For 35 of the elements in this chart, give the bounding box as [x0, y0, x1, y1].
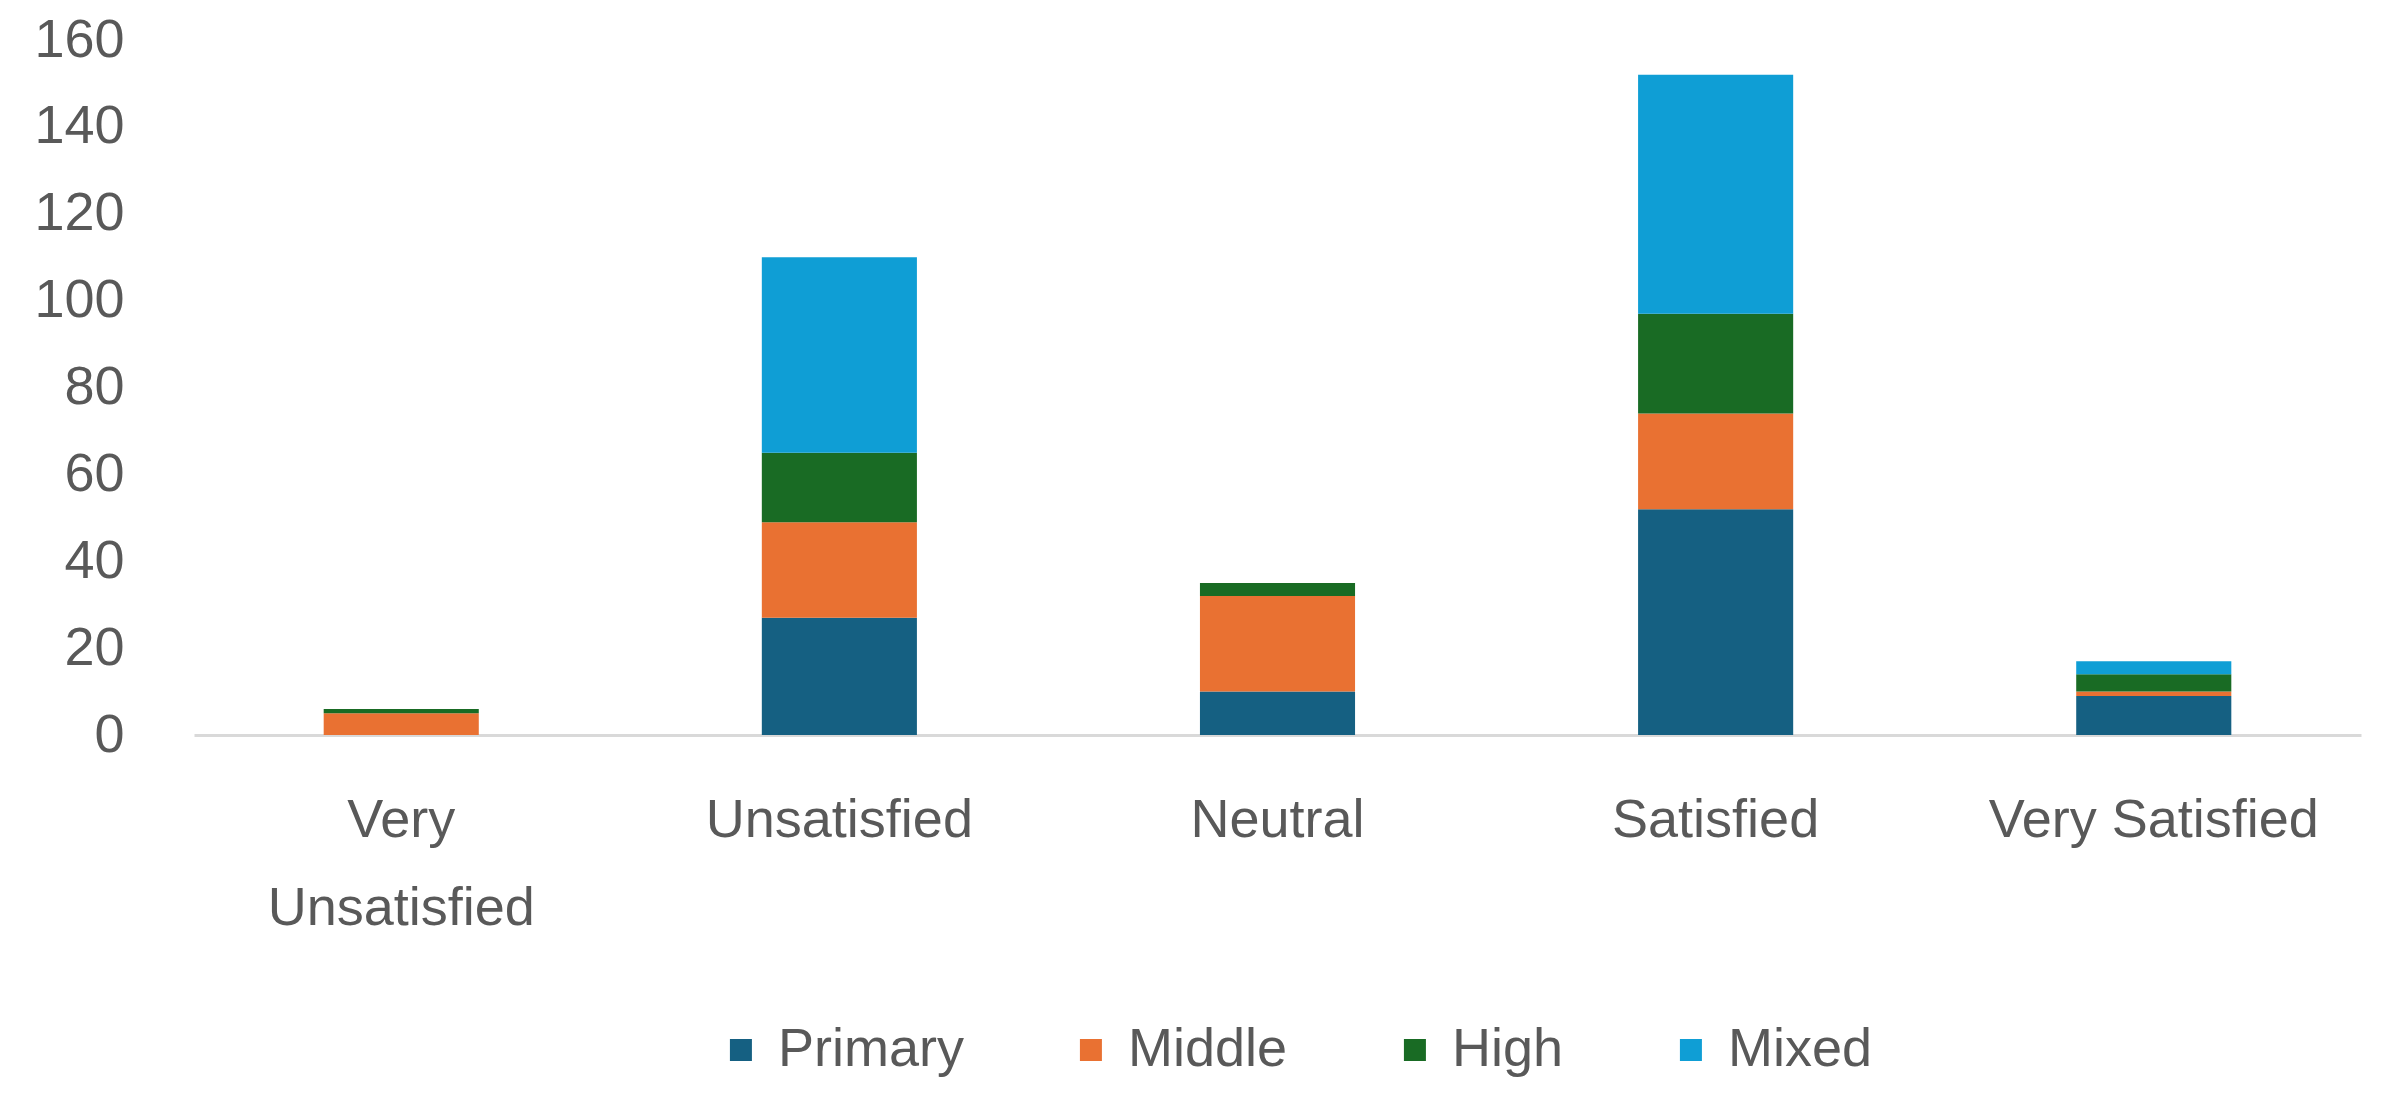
y-tick-label: 0 [94, 702, 125, 763]
legend-label: Primary [777, 1017, 964, 1077]
bar [323, 708, 479, 714]
y-tick-label: 40 [64, 528, 125, 589]
bar [1199, 596, 1356, 692]
legend-label: High [1451, 1017, 1563, 1077]
x-tick-label: Satisfied [1612, 787, 1820, 848]
y-tick-label: 100 [34, 268, 125, 329]
y-tick-label: 120 [34, 181, 125, 242]
y-tick-label: 140 [34, 94, 125, 155]
bar [1199, 582, 1356, 596]
x-tick-label: Neutral [1190, 787, 1365, 848]
bar [323, 713, 479, 735]
y-tick-label: 20 [64, 615, 125, 676]
x-tick-label: Very Unsatisfied [267, 787, 535, 936]
y-tick-label: 80 [64, 355, 125, 415]
bar [2076, 695, 2232, 735]
bar [761, 522, 917, 618]
bar [2076, 661, 2232, 675]
bar [761, 617, 917, 735]
bar [1638, 313, 1794, 414]
y-tick-label: 60 [64, 441, 125, 502]
x-tick-label: Very Satisfied [1988, 787, 2319, 848]
bar [2076, 691, 2232, 696]
bar [1638, 509, 1794, 735]
bar [761, 257, 917, 453]
bar [1199, 691, 1356, 735]
x-tick-label: Unsatisfied [705, 787, 973, 848]
bar [1638, 74, 1794, 314]
bar [2076, 674, 2232, 692]
legend-label: Mixed [1727, 1017, 1872, 1077]
bar [1638, 413, 1794, 510]
legend-label: Middle [1127, 1017, 1287, 1077]
bar [761, 452, 917, 523]
y-tick-label: 160 [34, 7, 125, 68]
